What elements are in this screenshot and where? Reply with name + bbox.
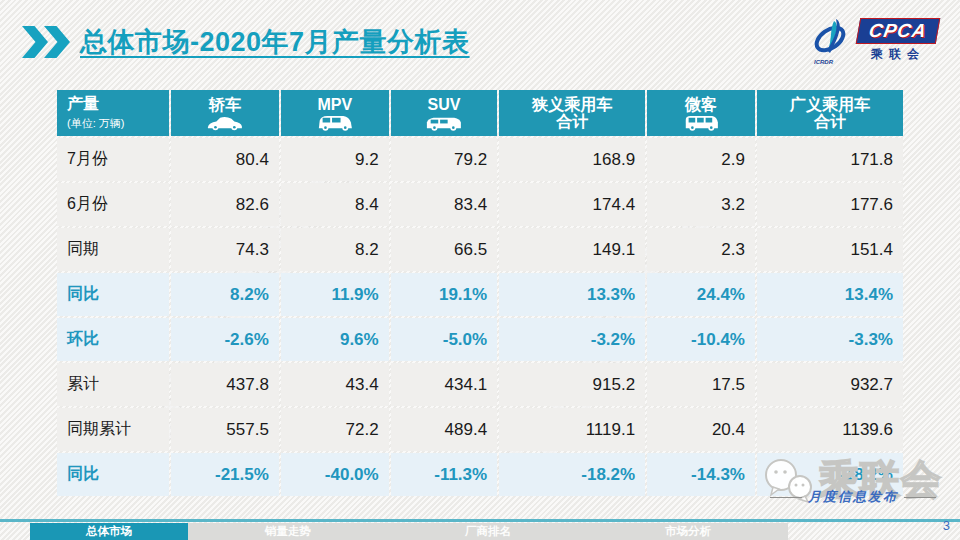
cell-suv: -11.3% (391, 453, 497, 496)
cell-minibus: 24.4% (647, 273, 755, 316)
col-header-suv: SUV (391, 90, 497, 136)
cpca-emblem-icon: ICRDR (810, 17, 854, 63)
row-label: 环比 (57, 318, 169, 361)
row-label: 7月份 (57, 138, 169, 181)
corner-label: 产量 (67, 95, 99, 112)
title-bar: 总体市场-2020年7月产量分析表 (22, 24, 470, 60)
cell-minibus: 2.3 (647, 228, 755, 271)
cell-broad-pv: 13.4% (757, 273, 903, 316)
production-table: 产量 (单位: 万辆) 轿车 MPV (55, 88, 905, 498)
cell-sedan: 74.3 (171, 228, 279, 271)
table-row: 6月份 82.6 8.4 83.4 174.4 3.2 177.6 (57, 183, 903, 226)
table-row: 环比 -2.6% 9.6% -5.0% -3.2% -10.4% -3.3% (57, 318, 903, 361)
cell-broad-pv: 177.6 (757, 183, 903, 226)
cell-narrow-pv: -3.2% (499, 318, 645, 361)
mpv-icon (316, 114, 354, 131)
cell-sedan: -2.6% (171, 318, 279, 361)
table-row: 累计 437.8 43.4 434.1 915.2 17.5 932.7 (57, 363, 903, 406)
cell-suv: 489.4 (391, 408, 497, 451)
tab-overall-market[interactable]: 总体市场 (30, 523, 188, 540)
cell-narrow-pv: 915.2 (499, 363, 645, 406)
cell-sedan: -21.5% (171, 453, 279, 496)
cell-broad-pv: -3.3% (757, 318, 903, 361)
col-header-minibus: 微客 (647, 90, 755, 136)
row-label: 同期 (57, 228, 169, 271)
cell-suv: 66.5 (391, 228, 497, 271)
cell-suv: 434.1 (391, 363, 497, 406)
cell-mpv: 8.4 (281, 183, 389, 226)
table-row: 同期 74.3 8.2 66.5 149.1 2.3 151.4 (57, 228, 903, 271)
cell-minibus: 3.2 (647, 183, 755, 226)
cell-broad-pv: 171.8 (757, 138, 903, 181)
minibus-icon (682, 114, 720, 131)
cell-mpv: 9.2 (281, 138, 389, 181)
stamp-text: 月度信息发布 (808, 488, 898, 506)
cell-sedan: 437.8 (171, 363, 279, 406)
row-label: 同比 (57, 273, 169, 316)
table-row: 7月份 80.4 9.2 79.2 168.9 2.9 171.8 (57, 138, 903, 181)
cell-sedan: 82.6 (171, 183, 279, 226)
nav-divider (0, 519, 960, 522)
cell-narrow-pv: -18.2% (499, 453, 645, 496)
cell-suv: 83.4 (391, 183, 497, 226)
row-label: 同比 (57, 453, 169, 496)
page-title: 总体市场-2020年7月产量分析表 (80, 24, 470, 60)
corner-header: 产量 (单位: 万辆) (57, 90, 169, 136)
cell-sedan: 8.2% (171, 273, 279, 316)
cell-sedan: 80.4 (171, 138, 279, 181)
cell-narrow-pv: 149.1 (499, 228, 645, 271)
tab-manufacturer-ranking[interactable]: 厂商排名 (388, 523, 588, 540)
header-row: 产量 (单位: 万辆) 轿车 MPV (57, 90, 903, 136)
emblem-caption: ICRDR (814, 59, 833, 65)
stamp-line (904, 497, 936, 498)
cell-broad-pv: 151.4 (757, 228, 903, 271)
tab-market-analysis[interactable]: 市场分析 (588, 523, 788, 540)
col-header-mpv: MPV (281, 90, 389, 136)
cell-mpv: 43.4 (281, 363, 389, 406)
col-header-sedan: 轿车 (171, 90, 279, 136)
cpca-logo: ICRDR CPCA 乘联会 (810, 16, 948, 64)
cell-narrow-pv: 174.4 (499, 183, 645, 226)
corner-unit: (单位: 万辆) (67, 117, 124, 129)
cell-narrow-pv: 13.3% (499, 273, 645, 316)
logo-sub-text: 乘联会 (871, 46, 925, 63)
cell-suv: 19.1% (391, 273, 497, 316)
bottom-nav: 总体市场 销量走势 厂商排名 市场分析 (0, 523, 960, 540)
chevron-right-icon (22, 26, 48, 58)
monthly-release-stamp: 月度信息发布 (770, 488, 936, 506)
cell-suv: 79.2 (391, 138, 497, 181)
cell-minibus: -10.4% (647, 318, 755, 361)
table-row: 同期累计 557.5 72.2 489.4 1119.1 20.4 1139.6 (57, 408, 903, 451)
cell-mpv: -40.0% (281, 453, 389, 496)
cell-mpv: 72.2 (281, 408, 389, 451)
table-row: 同比 8.2% 11.9% 19.1% 13.3% 24.4% 13.4% (57, 273, 903, 316)
cell-minibus: 20.4 (647, 408, 755, 451)
cell-minibus: 2.9 (647, 138, 755, 181)
tab-sales-trend[interactable]: 销量走势 (188, 523, 388, 540)
cell-minibus: 17.5 (647, 363, 755, 406)
cell-minibus: -14.3% (647, 453, 755, 496)
sedan-icon (206, 114, 244, 131)
cell-mpv: 8.2 (281, 228, 389, 271)
suv-icon (425, 114, 463, 131)
cell-suv: -5.0% (391, 318, 497, 361)
cell-sedan: 557.5 (171, 408, 279, 451)
cell-narrow-pv: 1119.1 (499, 408, 645, 451)
col-header-narrow-pv: 狭义乘用车 合计 (499, 90, 645, 136)
cell-broad-pv: 1139.6 (757, 408, 903, 451)
logo-cpca-text: CPCA (856, 18, 940, 44)
row-label: 同期累计 (57, 408, 169, 451)
cell-narrow-pv: 168.9 (499, 138, 645, 181)
col-header-broad-pv: 广义乘用车 合计 (757, 90, 903, 136)
stamp-line (770, 497, 802, 498)
row-label: 累计 (57, 363, 169, 406)
cell-mpv: 11.9% (281, 273, 389, 316)
cell-mpv: 9.6% (281, 318, 389, 361)
row-label: 6月份 (57, 183, 169, 226)
cell-broad-pv: 932.7 (757, 363, 903, 406)
slide: CPCA乘联会 CPCA乘联会 总体市场-2020年7月产量分析表 ICRDR … (0, 0, 960, 540)
page-number: 3 (943, 518, 950, 533)
